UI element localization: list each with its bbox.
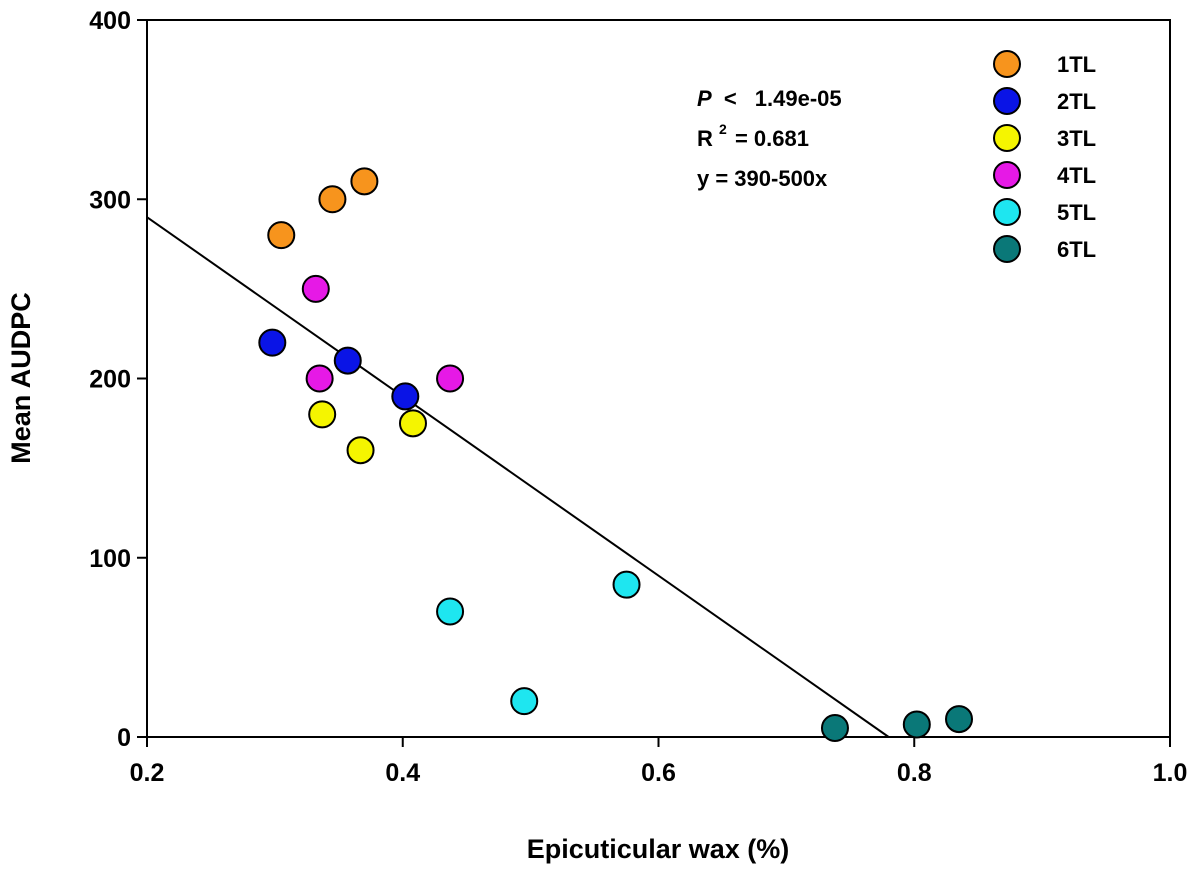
- data-point-5tl: [612, 570, 641, 599]
- legend-label-5tl: 5TL: [1057, 200, 1096, 225]
- p-value: 1.49e-05: [755, 86, 842, 111]
- data-point-1tl: [318, 185, 347, 214]
- legend-marker-3tl: [993, 124, 1021, 152]
- data-point-1tl: [267, 221, 296, 250]
- plot-area: [146, 19, 1171, 738]
- stats-annotation: P < 1.49e-05 R 2 = 0.681 y = 390-500x: [697, 86, 842, 191]
- y-tick-label: 200: [89, 366, 131, 394]
- regression-equation: y = 390-500x: [697, 166, 828, 191]
- data-point-3tl: [346, 436, 375, 465]
- y-tick-label: 300: [89, 186, 131, 214]
- x-tick-label: 0.8: [897, 759, 932, 787]
- x-tick-label: 0.4: [385, 759, 420, 787]
- data-point-2tl: [333, 346, 362, 375]
- data-point-6tl: [945, 705, 974, 734]
- p-symbol: P: [697, 86, 712, 111]
- y-axis-ticks: 0 100 200 300 400: [89, 7, 147, 752]
- y-tick-label: 400: [89, 7, 131, 35]
- y-tick-label: 100: [89, 545, 131, 573]
- y-tick-label: 0: [117, 724, 131, 752]
- r-squared-exponent: 2: [719, 121, 727, 137]
- data-point-4tl: [305, 364, 334, 393]
- legend-marker-2tl: [993, 87, 1021, 115]
- legend-label-4tl: 4TL: [1057, 163, 1096, 188]
- x-tick-label: 0.6: [641, 759, 676, 787]
- r-squared-value: = 0.681: [735, 126, 809, 151]
- legend-marker-1tl: [993, 50, 1021, 78]
- legend-label-3tl: 3TL: [1057, 126, 1096, 151]
- legend-label-6tl: 6TL: [1057, 237, 1096, 262]
- data-point-2tl: [391, 382, 420, 411]
- data-point-6tl: [902, 710, 931, 739]
- x-axis-title: Epicuticular wax (%): [527, 834, 790, 864]
- data-point-5tl: [436, 597, 465, 626]
- data-point-1tl: [350, 167, 379, 196]
- p-operator: <: [724, 86, 737, 111]
- data-point-5tl: [510, 687, 539, 716]
- regression-line: [146, 216, 890, 738]
- r-symbol: R: [697, 126, 713, 151]
- data-point-3tl: [308, 400, 337, 429]
- legend-marker-6tl: [993, 235, 1021, 263]
- p-value-annotation: P < 1.49e-05: [697, 86, 842, 111]
- data-point-2tl: [258, 328, 287, 357]
- x-tick-label: 1.0: [1153, 759, 1188, 787]
- legend-label-1tl: 1TL: [1057, 52, 1096, 77]
- data-point-4tl: [301, 274, 330, 303]
- r-squared-annotation: R 2 = 0.681: [697, 114, 809, 151]
- x-axis-ticks: 0.2 0.4 0.6 0.8 1.0: [130, 737, 1188, 787]
- legend-label-2tl: 2TL: [1057, 89, 1096, 114]
- data-point-4tl: [436, 364, 465, 393]
- legend-marker-5tl: [993, 198, 1021, 226]
- x-tick-label: 0.2: [130, 759, 165, 787]
- data-point-6tl: [820, 714, 849, 743]
- data-point-3tl: [398, 409, 427, 438]
- legend-marker-4tl: [993, 161, 1021, 189]
- y-axis-title: Mean AUDPC: [6, 292, 36, 464]
- data-points: [258, 167, 974, 743]
- legend: 1TL 2TL 3TL 4TL 5TL 6TL: [993, 50, 1096, 263]
